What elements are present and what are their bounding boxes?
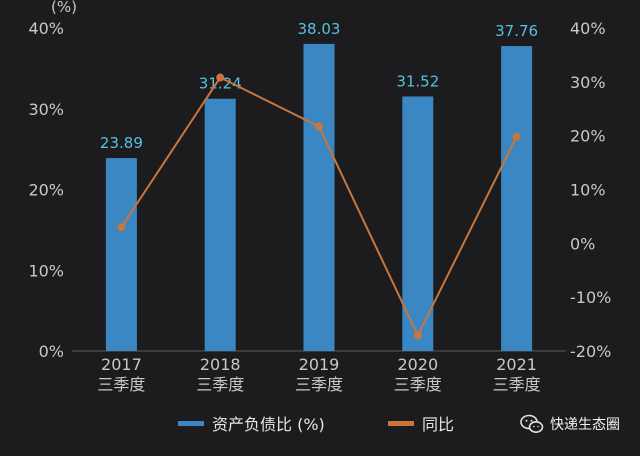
legend-swatch: [388, 421, 414, 426]
bar-data-label: 31.52: [396, 72, 439, 90]
watermark-text: 快递生态圈: [550, 417, 620, 433]
yoy-point: [315, 122, 323, 131]
x-tick-label-quarter: 三季度: [295, 375, 343, 394]
x-tick-label-quarter: 三季度: [97, 375, 145, 394]
bar: [402, 96, 434, 351]
left-axis-tick-label: 0%: [39, 342, 64, 361]
left-axis-tick-label: 20%: [28, 181, 64, 200]
bar: [501, 46, 533, 351]
right-axis-tick-label: 20%: [570, 127, 606, 146]
left-axis-tick-label: 40%: [28, 19, 64, 38]
bar-data-label: 31.24: [199, 75, 242, 93]
legend-swatch: [178, 421, 204, 426]
yoy-point: [413, 331, 422, 340]
x-tick-label-quarter: 三季度: [493, 375, 541, 394]
x-tick-label-year: 2019: [299, 355, 340, 374]
right-axis-tick-label: 30%: [570, 73, 606, 92]
right-axis-tick-label: -20%: [570, 342, 611, 361]
x-tick-label-year: 2017: [101, 355, 142, 374]
watermark: 快递生态圈: [520, 412, 620, 436]
x-tick-label-quarter: 三季度: [394, 375, 442, 394]
bar: [204, 98, 236, 351]
yoy-point: [117, 223, 126, 232]
bar-data-label: 37.76: [495, 22, 538, 40]
yoy-point: [512, 132, 521, 141]
left-axis-tick-label: 30%: [28, 100, 64, 119]
right-axis-tick-label: 10%: [570, 181, 606, 200]
legend-label: 同比: [422, 415, 454, 434]
right-axis-tick-label: 0%: [570, 234, 595, 253]
x-tick-label-quarter: 三季度: [196, 375, 244, 394]
wechat-icon: [520, 414, 544, 433]
yoy-point: [216, 73, 225, 82]
right-axis-tick-label: -10%: [570, 288, 611, 307]
bar-data-label: 38.03: [298, 20, 341, 38]
x-tick-label-year: 2021: [496, 355, 537, 374]
bar-data-label: 23.89: [100, 134, 143, 152]
left-axis-unit-label: (%): [51, 0, 77, 16]
x-tick-label-year: 2020: [397, 355, 438, 374]
legend-label: 资产负债比 (%): [212, 415, 325, 434]
x-tick-label-year: 2018: [200, 355, 241, 374]
bar: [105, 158, 137, 351]
left-axis-tick-label: 10%: [28, 261, 64, 280]
bar: [303, 43, 335, 352]
right-axis-tick-label: 40%: [570, 19, 606, 38]
